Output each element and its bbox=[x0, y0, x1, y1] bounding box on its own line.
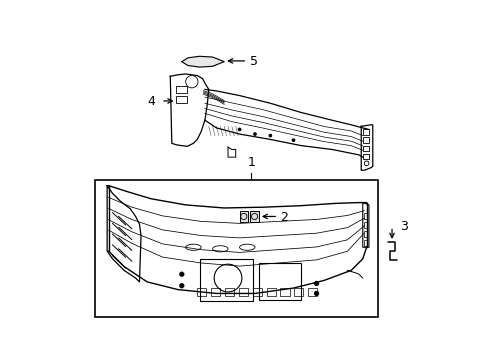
Bar bbox=[239, 288, 248, 296]
Circle shape bbox=[269, 134, 271, 137]
Bar bbox=[363, 145, 369, 151]
Circle shape bbox=[239, 128, 241, 131]
Bar bbox=[225, 288, 234, 296]
Bar bbox=[259, 263, 301, 300]
Bar bbox=[250, 211, 259, 222]
Polygon shape bbox=[361, 125, 373, 170]
Text: 3: 3 bbox=[400, 220, 408, 233]
Bar bbox=[364, 240, 368, 247]
Bar bbox=[363, 130, 369, 135]
Bar bbox=[364, 213, 368, 219]
Bar bbox=[240, 211, 248, 222]
Circle shape bbox=[315, 292, 318, 295]
Bar bbox=[95, 180, 378, 316]
Bar bbox=[364, 222, 368, 228]
Polygon shape bbox=[109, 186, 367, 293]
Bar bbox=[176, 95, 187, 103]
Bar bbox=[294, 288, 303, 296]
Polygon shape bbox=[171, 74, 209, 147]
Polygon shape bbox=[107, 186, 141, 282]
Bar bbox=[253, 288, 262, 296]
Bar bbox=[267, 288, 276, 296]
Circle shape bbox=[293, 139, 294, 141]
Bar bbox=[280, 288, 290, 296]
Polygon shape bbox=[205, 89, 369, 157]
Bar bbox=[211, 288, 220, 296]
Bar bbox=[176, 86, 187, 93]
Circle shape bbox=[254, 133, 256, 135]
Bar bbox=[308, 288, 318, 296]
Text: 5: 5 bbox=[250, 55, 258, 68]
Bar bbox=[363, 154, 369, 159]
Bar bbox=[197, 288, 206, 296]
Polygon shape bbox=[363, 203, 369, 247]
Bar bbox=[364, 231, 368, 237]
Polygon shape bbox=[182, 56, 224, 67]
Bar bbox=[363, 137, 369, 143]
Circle shape bbox=[180, 284, 184, 288]
Text: 2: 2 bbox=[280, 211, 288, 225]
Text: 1: 1 bbox=[247, 156, 255, 169]
Circle shape bbox=[180, 272, 184, 276]
Text: 4: 4 bbox=[147, 95, 155, 108]
Bar bbox=[199, 259, 253, 301]
Circle shape bbox=[315, 282, 318, 285]
